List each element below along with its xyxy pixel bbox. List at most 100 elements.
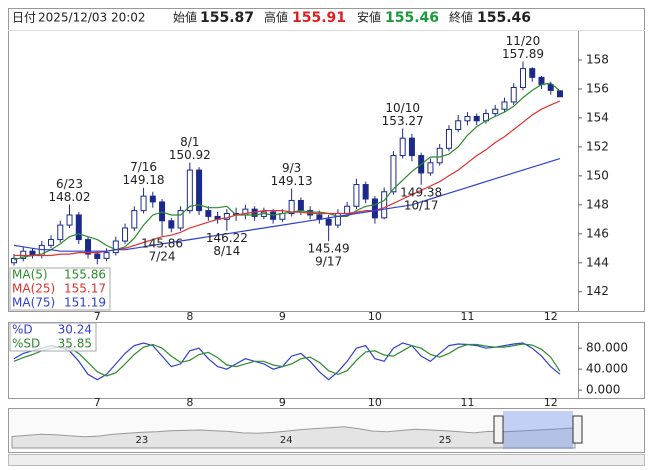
annotation-value: 149.13 — [271, 174, 313, 188]
annotation-value: 145.86 — [141, 236, 183, 250]
candle-body — [501, 101, 508, 110]
candle-body — [75, 214, 82, 241]
annotation-value: 146.22 — [206, 231, 248, 245]
candle-body — [464, 115, 471, 122]
high-label: 高値 — [264, 10, 288, 25]
annotation-value: 157.89 — [502, 47, 544, 61]
annotation-value: 145.49 — [308, 242, 350, 256]
legend-label: MA(75) — [12, 296, 55, 310]
navigator-selection — [503, 411, 573, 449]
annotation-date: 11/20 — [506, 34, 541, 48]
navigator-label: 24 — [280, 435, 293, 446]
navigator-label: 25 — [439, 435, 452, 446]
close-value: 155.46 — [477, 10, 531, 26]
candle-body — [48, 239, 55, 246]
legend-value: 35.85 — [58, 337, 92, 351]
ma-line — [13, 158, 561, 252]
navigator-handle-right[interactable] — [572, 415, 583, 444]
candle-body — [408, 137, 415, 157]
candle-body — [140, 195, 147, 212]
scrollbar[interactable] — [8, 454, 645, 466]
annotation-date: 7/16 — [130, 160, 157, 174]
candle-body — [362, 184, 369, 200]
candle-body — [11, 257, 17, 264]
annotation-value: 153.27 — [382, 114, 424, 128]
candle-body — [399, 137, 406, 157]
candle-body — [122, 227, 129, 242]
candle-body — [547, 84, 554, 91]
y-tick-label: 40.000 — [586, 362, 628, 376]
candle-body — [85, 239, 92, 255]
y-tick-label: 0.000 — [586, 383, 620, 397]
legend-value: 30.24 — [58, 323, 92, 337]
low-value: 155.46 — [385, 10, 439, 26]
navigator-handle-left[interactable] — [493, 415, 504, 444]
annotation-date: 6/23 — [56, 177, 83, 191]
stochastic-line — [13, 343, 561, 377]
candle-body — [445, 128, 452, 149]
candle-body — [159, 201, 166, 222]
x-tick-label: 9 — [279, 310, 286, 323]
x-tick-label: 7 — [94, 310, 101, 323]
legend-label: %SD — [12, 337, 40, 351]
candle-body — [353, 184, 360, 207]
x-tick-label: 12 — [544, 396, 558, 409]
candle-body — [344, 205, 351, 215]
legend-value: 155.17 — [64, 282, 106, 296]
x-tick-label: 12 — [544, 310, 558, 323]
candle-body — [529, 68, 536, 78]
legend-label: MA(25) — [12, 282, 55, 296]
close-label: 終値 — [449, 10, 473, 25]
legend-value: 151.19 — [64, 296, 106, 310]
annotation-value: 149.38 — [400, 185, 442, 199]
candle-body — [492, 108, 499, 115]
y-tick-label: 158 — [586, 52, 609, 66]
candle-body — [325, 218, 332, 226]
annotation-date: 7/24 — [149, 249, 176, 263]
legend-value: 155.86 — [64, 268, 106, 282]
y-tick-label: 146 — [586, 226, 609, 240]
y-tick-label: 144 — [586, 255, 609, 269]
x-tick-label: 7 — [94, 396, 101, 409]
legend-label: MA(5) — [12, 268, 48, 282]
candle-body — [371, 198, 378, 219]
x-tick-label: 10 — [368, 396, 382, 409]
y-tick-label: 152 — [586, 139, 609, 153]
candle-body — [223, 213, 230, 220]
y-tick-label: 148 — [586, 197, 609, 211]
y-tick-label: 156 — [586, 81, 609, 95]
candle-body — [557, 90, 563, 98]
x-tick-label: 11 — [460, 396, 474, 409]
navigator-area — [11, 426, 576, 449]
legend-box — [9, 267, 111, 311]
candle-body — [57, 224, 64, 241]
datetime: 2025/12/03 20:02 — [38, 11, 146, 25]
candle-body — [473, 115, 480, 122]
x-tick-label: 9 — [279, 396, 286, 409]
candle-body — [177, 210, 184, 229]
candle-body — [288, 199, 295, 215]
annotation-date: 8/1 — [180, 135, 199, 149]
candle-body — [149, 195, 156, 203]
open-label: 始値 — [173, 10, 197, 25]
candle-body — [103, 252, 110, 259]
candle-body — [270, 211, 277, 220]
annotation-date: 8/14 — [213, 244, 240, 258]
candle-body — [297, 199, 304, 212]
y-tick-label: 150 — [586, 168, 609, 182]
annotation-value: 150.92 — [169, 148, 211, 162]
candle-body — [381, 191, 388, 219]
candle-body — [20, 250, 27, 259]
candle-body — [436, 147, 443, 164]
candle-body — [538, 76, 545, 86]
candle-body — [94, 253, 101, 259]
candle-body — [455, 120, 462, 130]
x-tick-label: 11 — [460, 310, 474, 323]
x-tick-label: 8 — [186, 396, 193, 409]
candle-body — [427, 162, 434, 174]
low-label: 安値 — [357, 10, 381, 25]
candle-body — [186, 169, 193, 212]
legend-label: %D — [12, 323, 33, 337]
candle-body — [168, 220, 175, 229]
